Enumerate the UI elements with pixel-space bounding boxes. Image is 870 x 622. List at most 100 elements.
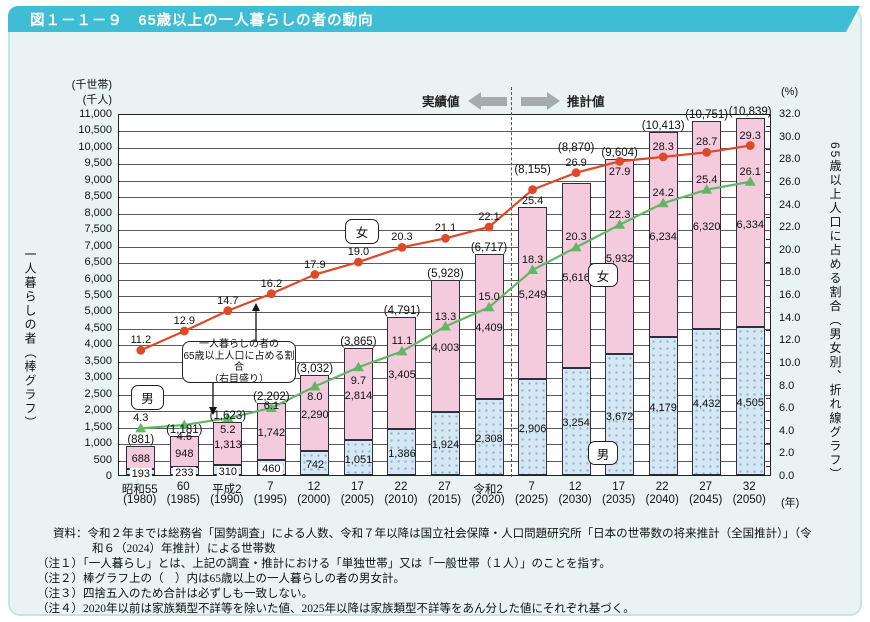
left-axis-tick-label: 9,500 xyxy=(84,157,112,170)
bar-total-label: (4,791) xyxy=(383,305,421,318)
bar-female-segment xyxy=(387,317,417,430)
actual-value-label: 実績値 xyxy=(422,95,460,109)
bar-female-value-label: 6,234 xyxy=(649,230,677,243)
x-axis-year-label: (1995) xyxy=(253,494,287,506)
bar-total-label: (3,865) xyxy=(340,335,377,348)
bar-female-value-label: 2,814 xyxy=(344,390,373,403)
female-ratio-value-label: 20.3 xyxy=(391,231,413,244)
male-ratio-value-label: 18.3 xyxy=(521,253,544,266)
bar-female-segment xyxy=(300,375,330,451)
gridline xyxy=(119,164,770,166)
annotation-line-3: （右目盛り） xyxy=(209,373,269,385)
male-ratio-value-label: 11.1 xyxy=(391,335,413,348)
bar-female-segment xyxy=(735,118,765,327)
left-axis-tick-label: 10,000 xyxy=(78,140,112,153)
left-axis-tick-label: 2,000 xyxy=(84,404,112,417)
male-ratio-value-label: 6.1 xyxy=(263,399,280,412)
right-axis-tick-label: 20.0 xyxy=(779,243,801,256)
x-axis-era-label: 60 xyxy=(176,481,190,493)
female-line-point xyxy=(702,147,712,157)
x-axis-era-label: 27 xyxy=(438,481,451,493)
left-axis-tick-label: 9,000 xyxy=(84,173,112,186)
male-line-point xyxy=(309,381,321,391)
male-line-point xyxy=(222,412,234,423)
right-axis-tick-label: 30.0 xyxy=(779,130,801,143)
left-axis-tick-label: 7,500 xyxy=(84,223,112,236)
left-axis-tick-label: 1,500 xyxy=(84,420,112,433)
x-axis-year-label: (1990) xyxy=(210,494,244,506)
right-axis-tick xyxy=(766,465,771,467)
left-axis-tick-label: 10,500 xyxy=(78,124,112,137)
gridline xyxy=(119,197,770,199)
bar-female-value-label: 5,932 xyxy=(605,252,634,265)
footer-line: （注３）四捨五入のため合計は必ずしも一致しない。 xyxy=(37,588,313,600)
male-ratio-value-label: 22.3 xyxy=(608,208,631,221)
male-ratio-value-label: 15.0 xyxy=(478,291,500,304)
footer-line: 和６（2024）年推計）による世帯数 xyxy=(92,543,276,555)
male-line-tag-label: 男 xyxy=(141,392,154,406)
x-axis-era-label: 27 xyxy=(699,481,713,493)
left-axis-unit-households: (千世帯) xyxy=(71,79,112,91)
bar-male-segment xyxy=(431,411,460,475)
bar-female-value-label: 4,003 xyxy=(431,341,460,354)
arrow-left-icon xyxy=(468,92,507,110)
female-ratio-value-label: 19.0 xyxy=(347,246,370,259)
x-axis-year-label: (2015) xyxy=(427,494,462,506)
bar-male-value-label: 233 xyxy=(173,467,196,480)
female-ratio-value-label: 11.2 xyxy=(130,334,152,347)
right-axis-tick-label: 32.0 xyxy=(779,108,801,120)
footer-line: （注１）「一人暮らし」とは、上記の調査・推計における「単独世帯」又は「一般世帯（… xyxy=(37,558,611,570)
x-axis-era-label: 22 xyxy=(655,481,669,493)
bar-female-value-label: 948 xyxy=(175,447,194,460)
bar-male-value-label: 2,906 xyxy=(518,423,547,436)
right-axis-tick xyxy=(766,262,771,264)
right-axis-tick-label: 4.0 xyxy=(779,424,795,437)
bar-female-value-label: 688 xyxy=(131,453,150,466)
right-axis-tick-label: 24.0 xyxy=(779,198,801,211)
bar-male-segment xyxy=(474,399,504,475)
right-axis-tick-label: 10.0 xyxy=(779,356,801,369)
right-axis-tick xyxy=(766,284,771,286)
male-line-point xyxy=(657,197,669,208)
male-line-tag: 男 xyxy=(131,385,164,410)
male-line-point xyxy=(396,345,408,356)
female-ratio-value-label: 12.9 xyxy=(173,315,196,328)
male-ratio-value-label: 25.4 xyxy=(695,173,718,186)
x-axis-era-label: 22 xyxy=(394,481,408,493)
right-axis-tick-label: 16.0 xyxy=(779,289,801,301)
female-line-point xyxy=(310,270,320,279)
x-axis-era-label: 昭和55 xyxy=(121,484,158,496)
male-ratio-value-label: 5.2 xyxy=(220,424,236,437)
x-axis-era-label: 7 xyxy=(267,481,274,493)
left-axis-tick-label: 5,500 xyxy=(84,289,112,301)
right-axis-tick xyxy=(766,216,771,218)
left-axis-tick-label: 8,500 xyxy=(84,190,112,203)
female-line-point xyxy=(658,152,668,162)
female-bar-tag: 女 xyxy=(588,263,618,287)
female-bar-tag-label: 女 xyxy=(596,269,610,284)
right-axis-tick xyxy=(766,148,771,150)
male-ratio-value-label: 26.1 xyxy=(739,165,761,178)
x-axis-year-label: (2005) xyxy=(340,494,375,506)
male-ratio-value-label: 8.0 xyxy=(307,390,323,403)
annotation-arrowhead-icon xyxy=(209,407,217,415)
right-axis-title: 65歳以上人口に占める割合（男女別、折れ線グラフ） xyxy=(828,142,842,482)
bar-male-value-label: 3,254 xyxy=(562,417,590,430)
female-ratio-value-label: 26.9 xyxy=(565,156,587,169)
bar-male-value-label: 1,924 xyxy=(431,439,460,452)
right-axis-unit-percent: (%) xyxy=(781,86,799,98)
right-axis-tick xyxy=(766,194,771,196)
left-axis-tick-label: 7,000 xyxy=(84,239,112,252)
right-axis-tick-label: 26.0 xyxy=(779,175,801,188)
left-axis-tick-label: 500 xyxy=(93,453,112,466)
female-ratio-value-label: 17.9 xyxy=(304,258,326,271)
bar-total-label: (10,751) xyxy=(685,109,729,122)
x-axis-era-label: 32 xyxy=(742,481,756,493)
male-bar-tag-label: 男 xyxy=(596,447,610,462)
gridline xyxy=(119,230,770,232)
bar-total-label: (1,181) xyxy=(166,424,203,437)
female-ratio-value-label: 28.3 xyxy=(652,140,674,153)
right-axis-tick-label: 12.0 xyxy=(779,334,801,347)
left-axis-unit-people: (千人) xyxy=(82,94,112,106)
right-axis-tick-label: 28.0 xyxy=(779,153,801,166)
